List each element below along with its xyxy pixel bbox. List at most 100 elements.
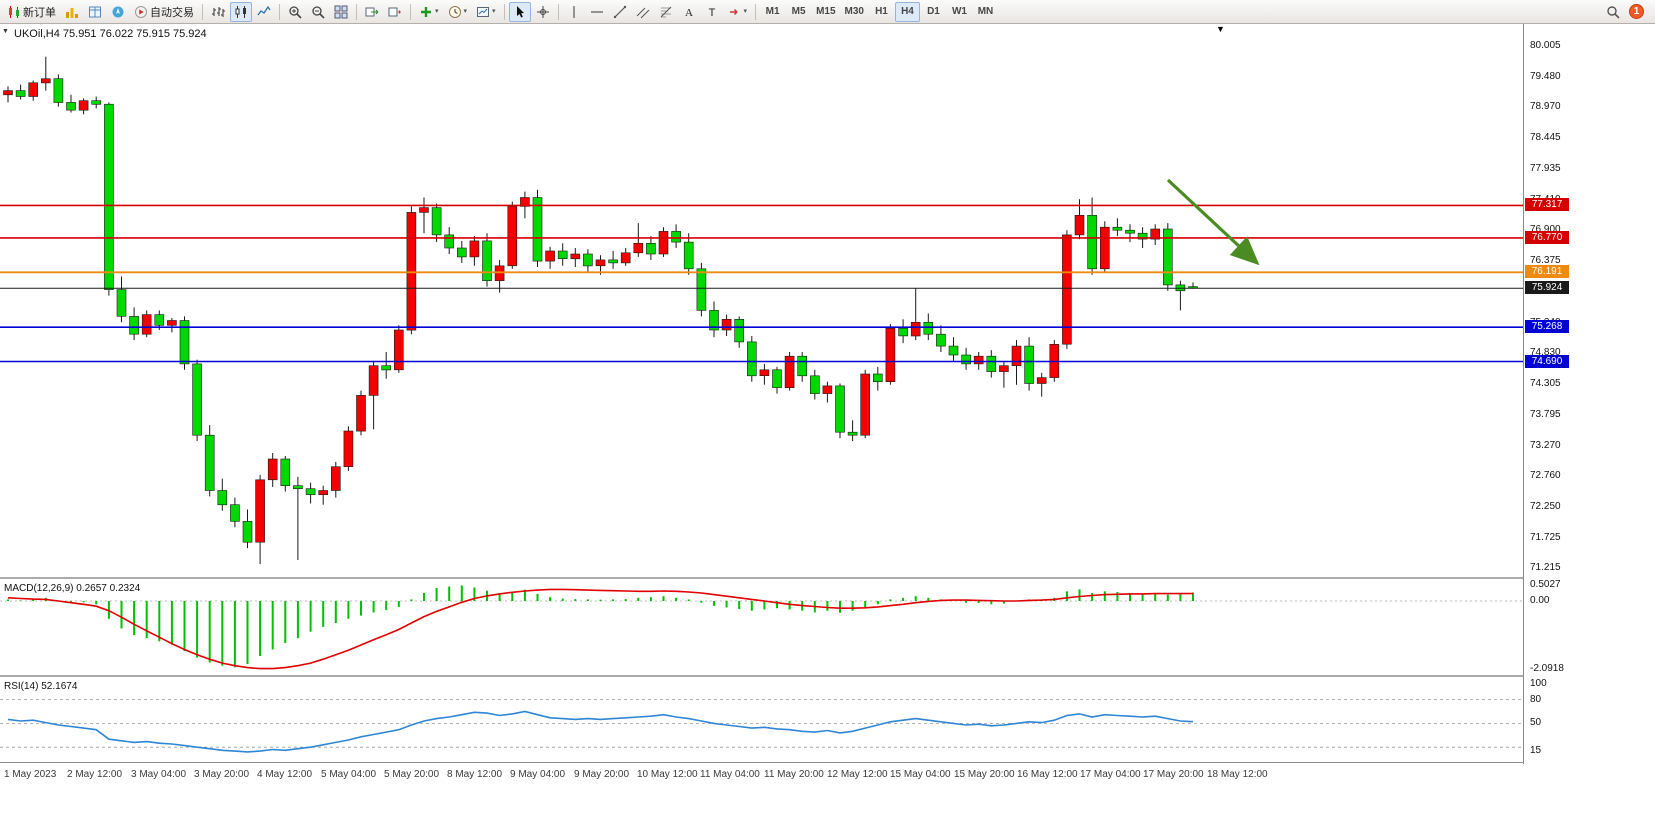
cursor-button[interactable] bbox=[508, 1, 531, 22]
chart-shift-button[interactable] bbox=[384, 2, 406, 22]
trendline-button[interactable] bbox=[609, 2, 631, 22]
price-tick: 74.305 bbox=[1530, 378, 1561, 389]
time-label: 16 May 12:00 bbox=[1017, 769, 1078, 780]
navigator-button[interactable] bbox=[107, 2, 129, 22]
price-tick: 78.970 bbox=[1530, 101, 1561, 112]
bar-chart-icon bbox=[211, 5, 225, 19]
dropdown-caret-icon: ▾ bbox=[463, 8, 468, 15]
time-label: 3 May 20:00 bbox=[194, 769, 250, 780]
zoom-in-icon bbox=[288, 5, 302, 19]
navigator-icon bbox=[111, 5, 125, 19]
candlestick-chart[interactable] bbox=[0, 24, 1523, 579]
chart-shift-marker-icon[interactable]: ▼ bbox=[1216, 24, 1225, 34]
rsi-panel[interactable]: RSI(14) 52.1674 bbox=[0, 679, 1523, 763]
time-label: 9 May 04:00 bbox=[510, 769, 566, 780]
toolbar-separator bbox=[503, 3, 505, 20]
timeframe-H1-button[interactable]: H1 bbox=[869, 2, 894, 22]
chart-title: UKOil,H4 75.951 76.022 75.915 75.924 bbox=[14, 28, 207, 40]
candlestick-button[interactable] bbox=[230, 1, 252, 22]
autotrading-icon bbox=[134, 5, 148, 19]
text-button[interactable]: A bbox=[678, 2, 700, 22]
timeframe-M30-button[interactable]: M30 bbox=[841, 2, 868, 22]
dropdown-caret-icon: ▾ bbox=[435, 8, 439, 15]
notification-badge[interactable]: 1 bbox=[1629, 4, 1644, 19]
search-button[interactable] bbox=[1602, 2, 1624, 22]
market-watch-button[interactable] bbox=[61, 2, 83, 22]
line-chart-icon bbox=[257, 5, 271, 19]
fibonacci-icon bbox=[659, 5, 673, 19]
data-window-button[interactable] bbox=[84, 2, 106, 22]
time-label: 15 May 20:00 bbox=[954, 769, 1015, 780]
price-tick: 73.270 bbox=[1530, 440, 1561, 451]
channel-button[interactable] bbox=[632, 2, 654, 22]
timeframe-W1-button[interactable]: W1 bbox=[947, 2, 972, 22]
time-label: 11 May 04:00 bbox=[700, 769, 760, 780]
macd-tick: 0.00 bbox=[1530, 595, 1550, 606]
timeframe-D1-button[interactable]: D1 bbox=[921, 2, 946, 22]
rsi-tick: 15 bbox=[1530, 745, 1542, 756]
horizontal-line-icon bbox=[590, 5, 604, 19]
candles-layer bbox=[3, 56, 1198, 565]
dropdown-caret-icon: ▾ bbox=[743, 8, 748, 15]
timeframe-M15-button[interactable]: M15 bbox=[812, 2, 839, 22]
text-icon: A bbox=[682, 5, 696, 19]
dropdown-caret-icon: ▾ bbox=[492, 8, 496, 15]
time-label: 9 May 20:00 bbox=[574, 769, 630, 780]
macd-panel[interactable]: MACD(12,26,9) 0.2657 0.2324 bbox=[0, 581, 1523, 677]
macd-chart[interactable] bbox=[0, 581, 1523, 677]
price-tick: 80.005 bbox=[1530, 40, 1561, 51]
toolbar-separator bbox=[279, 3, 280, 20]
auto-scroll-icon bbox=[365, 5, 379, 19]
zoom-out-icon bbox=[311, 5, 325, 19]
time-axis: 1 May 2023 2 May 12:00 3 May 04:00 3 May 20… bbox=[0, 764, 1655, 786]
collapse-chart-icon[interactable]: ▼ bbox=[2, 28, 9, 35]
time-label: 8 May 12:00 bbox=[447, 769, 503, 780]
data-window-icon bbox=[88, 5, 102, 19]
price-tick: 76.375 bbox=[1530, 255, 1561, 266]
label-button[interactable]: T bbox=[701, 2, 723, 22]
time-label: 5 May 04:00 bbox=[321, 769, 377, 780]
time-label: 15 May 04:00 bbox=[890, 769, 951, 780]
bar-chart-button[interactable] bbox=[207, 2, 229, 22]
price-tick: 74.830 bbox=[1530, 347, 1561, 358]
zoom-out-button[interactable] bbox=[307, 2, 329, 22]
price-chart-panel[interactable]: ▼ UKOil,H4 75.951 76.022 75.915 75.924 ▼ bbox=[0, 24, 1523, 579]
tile-windows-icon bbox=[334, 5, 348, 19]
macd-tick: 0.5027 bbox=[1530, 579, 1561, 590]
add-indicator-button[interactable]: ▾ bbox=[415, 2, 443, 22]
period-button[interactable]: ▾ bbox=[444, 2, 472, 22]
line-chart-button[interactable] bbox=[253, 2, 275, 22]
tile-windows-button[interactable] bbox=[330, 2, 352, 22]
crosshair-icon bbox=[536, 5, 550, 19]
autotrading-button-label: 自动交易 bbox=[150, 6, 194, 19]
market-watch-icon bbox=[65, 5, 79, 19]
zoom-in-button[interactable] bbox=[284, 2, 306, 22]
timeframe-M5-button[interactable]: M5 bbox=[786, 2, 811, 22]
autotrading-button[interactable]: 自动交易 bbox=[130, 2, 198, 22]
price-tick: 77.935 bbox=[1530, 163, 1561, 174]
clock-icon bbox=[448, 5, 462, 19]
timeframe-H4-button[interactable]: H4 bbox=[894, 1, 920, 22]
label-icon: T bbox=[705, 5, 719, 19]
rsi-chart[interactable] bbox=[0, 679, 1523, 763]
price-tick: 71.725 bbox=[1530, 532, 1561, 543]
auto-scroll-button[interactable] bbox=[361, 2, 383, 22]
trend-arrow-annotation[interactable] bbox=[1166, 178, 1260, 266]
price-tick: 73.795 bbox=[1530, 409, 1561, 420]
template-icon bbox=[476, 5, 490, 19]
vertical-line-button[interactable] bbox=[563, 2, 585, 22]
template-button[interactable]: ▾ bbox=[472, 2, 500, 22]
svg-text:A: A bbox=[685, 7, 693, 19]
fibonacci-button[interactable] bbox=[655, 2, 677, 22]
time-label: 4 May 12:00 bbox=[257, 769, 313, 780]
price-tick: 76.900 bbox=[1530, 224, 1561, 235]
trendline-icon bbox=[613, 5, 627, 19]
rsi-label: RSI(14) 52.1674 bbox=[4, 681, 78, 692]
shapes-button[interactable]: ▾ bbox=[724, 2, 752, 22]
horizontal-line-button[interactable] bbox=[586, 2, 608, 22]
new-order-button[interactable]: 新订单 bbox=[3, 2, 60, 22]
crosshair-button[interactable] bbox=[532, 2, 554, 22]
timeframe-MN-button[interactable]: MN bbox=[973, 2, 998, 22]
price-axis: 80.00579.48078.97078.44577.93577.41076.9… bbox=[1523, 24, 1655, 764]
timeframe-M1-button[interactable]: M1 bbox=[760, 2, 785, 22]
